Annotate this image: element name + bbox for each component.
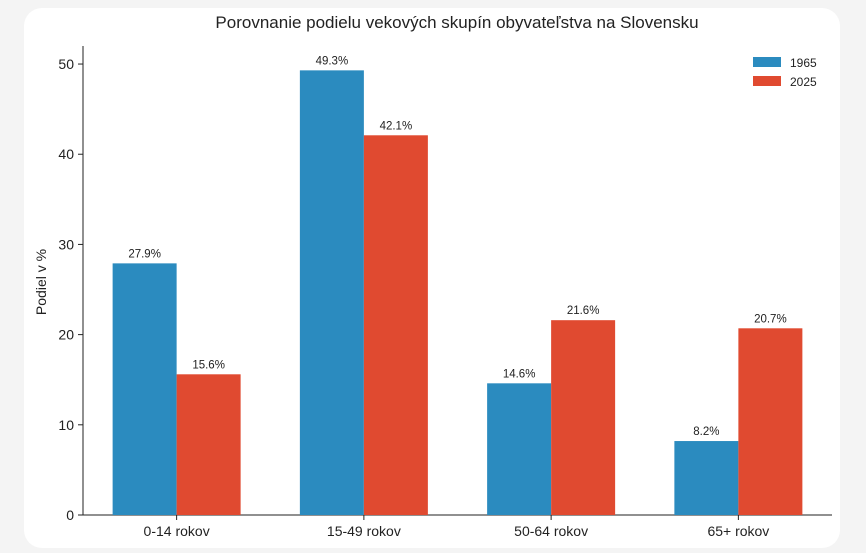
- x-tick-label: 0-14 rokov: [144, 523, 210, 539]
- bar-1965: [674, 441, 739, 515]
- y-tick-label: 30: [58, 236, 74, 252]
- bar-2025: [176, 374, 241, 515]
- legend: 1965 2025: [753, 56, 817, 89]
- bar-1965: [112, 263, 177, 515]
- y-tick-label: 10: [58, 417, 74, 433]
- data-label: 8.2%: [693, 426, 719, 438]
- data-label: 27.9%: [128, 248, 161, 260]
- y-tick-label: 50: [58, 56, 74, 72]
- y-tick-label: 0: [66, 507, 74, 523]
- bar-2025: [551, 320, 616, 515]
- y-tick-label: 20: [58, 327, 74, 343]
- x-tick-label: 65+ rokov: [707, 523, 769, 539]
- bar-2025: [738, 328, 803, 515]
- legend-label: 1965: [790, 56, 817, 70]
- data-label: 42.1%: [380, 120, 413, 132]
- x-tick-label: 15-49 rokov: [327, 523, 401, 539]
- x-tick-label: 50-64 rokov: [514, 523, 588, 539]
- bars-group: 27.9% 15.6% 49.3% 42.1% 14.6% 21.6% 8.2% 20.7%: [112, 55, 803, 515]
- axes: 0 10 20 30 40 50 0-14 rokov 15-49 rokov 50-64 ro…: [58, 46, 832, 539]
- chart-title: Porovnanie podielu vekových skupín obyva…: [215, 13, 698, 32]
- y-axis-label: Podiel v %: [33, 249, 49, 315]
- data-label: 20.7%: [754, 313, 787, 325]
- y-tick-label: 40: [58, 146, 74, 162]
- data-label: 21.6%: [567, 305, 600, 317]
- legend-swatch: [753, 76, 781, 86]
- data-label: 49.3%: [316, 55, 349, 67]
- bar-1965: [299, 70, 364, 515]
- data-label: 15.6%: [192, 359, 225, 371]
- legend-label: 2025: [790, 75, 817, 89]
- legend-swatch: [753, 57, 781, 67]
- bar-1965: [487, 383, 552, 515]
- bar-2025: [363, 135, 428, 515]
- data-label: 14.6%: [503, 368, 536, 380]
